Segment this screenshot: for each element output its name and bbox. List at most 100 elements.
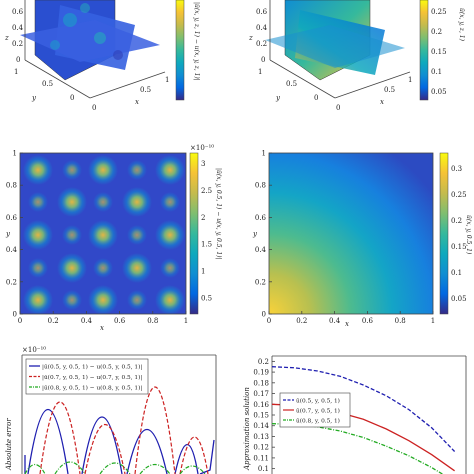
panel-d-cbtick-3: 0.15 [451, 243, 467, 251]
panel-d-xtick-1: 0.2 [296, 317, 307, 325]
panel-f-ylabel: Approximation solution [243, 387, 251, 471]
panel-f-ytick-10: 0.1 [258, 465, 269, 473]
panel-c-blob [57, 253, 87, 283]
panel-c-blob [93, 192, 113, 212]
panel-f-series-0-line [271, 366, 456, 452]
panel-c-cbtick-2: 2 [201, 214, 205, 222]
panel-f-ytick-1: 0.19 [253, 369, 269, 377]
panel-c-colorbar-label: |ū(x, y, 0.5, 1) − u(x, y, 0.5, 1)| [215, 168, 222, 260]
panel-f-ytick-6: 0.14 [253, 422, 269, 430]
panel-c-blobs [23, 155, 185, 314]
panel-f-ytick-4: 0.16 [253, 401, 269, 409]
panel-b-ztick-3: 0 [261, 56, 265, 64]
panel-e-series-red-line [39, 386, 209, 474]
panel-c-blob [23, 220, 53, 250]
panel-c-ytick-4: 0.8 [6, 182, 17, 190]
panel-b-corner-tick: 0 [336, 104, 340, 112]
panel-b-xtick-0: 0.5 [384, 86, 395, 94]
panel-c-blob [88, 285, 118, 314]
panel-b-ytick-0: 1 [258, 68, 262, 76]
panel-a-ztick-0: 0.6 [12, 8, 24, 16]
panel-f-ytick-7: 0.13 [253, 433, 269, 441]
panel-c-cbtick-3: 1.5 [201, 241, 212, 249]
panel-c-ytick-2: 0.4 [6, 246, 18, 254]
panel-c-ytick-3: 0.6 [6, 214, 18, 222]
panel-c-xtick-2: 0.4 [81, 317, 93, 325]
panel-e-series-blue-line [24, 408, 215, 474]
panel-c-colorbar-exponent: ×10⁻¹⁰ [190, 144, 214, 152]
panel-f-ytick-0: 0.2 [258, 358, 269, 366]
panel-a-xlabel: x [135, 98, 139, 106]
panel-c-xtick-3: 0.6 [114, 317, 126, 325]
panel-d-ylabel: y [252, 230, 258, 238]
panel-b-zlabel: z [248, 34, 253, 42]
panel-a-xtick-1: 1 [165, 76, 169, 84]
panel-b-slice-plot: 0.6 0.4 0.2 0 z 1 0.5 0 y 0 0.5 1 x 0.25… [248, 0, 465, 112]
panel-a-slice-xy [20, 20, 160, 62]
panel-c-blob [155, 285, 185, 314]
panel-b-xlabel: x [380, 98, 384, 106]
panel-c-xlabel: x [100, 324, 104, 332]
panel-f-legend-label-0: ū(0.5, y, 0.5, 1) [296, 398, 340, 405]
panel-a-ztick-2: 0.2 [12, 40, 23, 48]
panel-f-ytick-2: 0.18 [253, 379, 269, 387]
panel-b-cbtick-0: 0.25 [431, 8, 447, 16]
panel-c-blob [155, 220, 185, 250]
panel-c-blob [160, 192, 180, 212]
panel-d-xtick-2: 0.4 [329, 317, 341, 325]
panel-c-colorbar [189, 152, 199, 315]
panel-c-blob [160, 258, 180, 278]
panel-e-legend-label-2: |ū(0.8, y, 0.5, 1) − u(0.8, y, 0.5, 1)| [42, 385, 142, 392]
panel-b-colorbar-label: ū(x, y, z, 1) [458, 8, 465, 42]
panel-e-exponent: ×10⁻¹⁰ [22, 346, 46, 354]
panel-b-cbtick-3: 0.1 [431, 68, 442, 76]
panel-d-ytick-0: 0 [262, 311, 266, 319]
panel-c-cbtick-0: 3 [201, 160, 205, 168]
panel-c-ytick-5: 1 [13, 150, 17, 158]
panel-e-ylabel: Absolute error [5, 418, 13, 471]
panel-b-cbtick-4: 0.05 [431, 88, 447, 96]
panel-d-ytick-5: 1 [262, 150, 266, 158]
panel-c-cbtick-5: 0.5 [201, 294, 212, 302]
panel-c-cbtick-4: 1 [201, 268, 205, 276]
panel-b-ytick-1: 0.5 [286, 80, 297, 88]
panel-b-ytick-2: 0 [314, 94, 318, 102]
panel-c-ytick-0: 0 [13, 311, 17, 319]
panel-c-blob [93, 258, 113, 278]
panel-d-cbtick-2: 0.2 [451, 217, 462, 225]
panel-d-xlabel: x [345, 320, 349, 328]
panel-c-blob [62, 290, 82, 310]
panel-d-ytick-4: 0.8 [255, 182, 266, 190]
panel-d-xtick-0: 0 [267, 317, 271, 325]
panel-f-series-2-line [271, 422, 444, 474]
panel-b-ztick-0: 0.6 [256, 8, 268, 16]
panel-a-ylabel: y [31, 94, 37, 102]
panel-d-field [269, 153, 433, 314]
panel-c-blob [88, 220, 118, 250]
panel-d-cbtick-1: 0.25 [451, 191, 467, 199]
panel-d-colorbar [439, 152, 449, 315]
panel-f-line-chart: 0.2 0.19 0.18 0.17 0.16 0.15 0.14 0.13 0.12 0.11 0… [243, 355, 467, 474]
panel-c-xtick-0: 0 [18, 317, 22, 325]
panel-c-ylabel: y [5, 230, 11, 238]
panel-d-colorbar-label: ū(x, y, 0.5, 1) [465, 215, 472, 255]
panel-a-ztick-1: 0.4 [12, 24, 24, 32]
panel-a-xtick-0: 0.5 [140, 86, 151, 94]
panel-a-ytick-1: 0.5 [42, 80, 53, 88]
panel-f-ytick-5: 0.15 [253, 412, 269, 420]
panel-f-ytick-8: 0.12 [253, 444, 269, 452]
panel-a-ytick-2: 0 [70, 94, 74, 102]
panel-a-ztick-3: 0 [16, 56, 20, 64]
panel-a-colorbar-label: |ū(x, y, z, 1) − u(x, y, z, 1)| [193, 2, 200, 81]
panel-c-blob [122, 187, 152, 217]
panel-a-zlabel: z [4, 34, 9, 42]
panel-d-xtick-4: 0.8 [395, 317, 406, 325]
panel-d-cbtick-0: 0.3 [451, 165, 462, 173]
panel-a-colorbar [175, 0, 185, 101]
panel-c-heatmap: 0 0.2 0.4 0.6 0.8 100.20.40.60.81 x y ×10⁻¹⁰ … [5, 144, 222, 332]
panel-f-legend-label-1: ū(0.7, y, 0.5, 1) [296, 408, 340, 415]
panel-c-blob [127, 160, 147, 180]
panel-b-slice-xy [265, 25, 405, 68]
panel-c-blob [23, 285, 53, 314]
panel-c-blob [57, 187, 87, 217]
